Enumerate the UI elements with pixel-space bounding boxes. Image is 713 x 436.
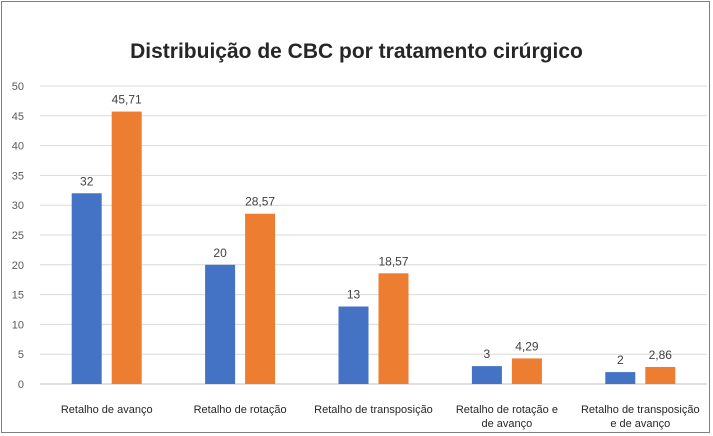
data-label: 4,29 — [515, 339, 539, 353]
y-tick-label: 45 — [12, 111, 24, 123]
y-tick-label: 15 — [12, 290, 24, 302]
y-tick-label: 20 — [12, 260, 24, 272]
x-tick-label: Retalho de transposição — [314, 404, 433, 416]
gridlines — [40, 85, 707, 385]
bar-series2 — [511, 358, 542, 384]
bar-series1 — [71, 193, 102, 384]
data-label: 2 — [617, 353, 624, 367]
y-tick-label: 30 — [12, 200, 24, 212]
bar-series1 — [338, 306, 369, 384]
x-axis-ticks: Retalho de avanço Retalho de rotação Retal… — [61, 404, 700, 430]
data-label: 32 — [80, 174, 94, 188]
x-tick-label: Retalho de rotação — [194, 404, 287, 416]
y-tick-label: 10 — [12, 319, 24, 331]
bar-series2 — [645, 366, 676, 384]
data-label: 3 — [484, 347, 491, 361]
x-tick-label: de avanço — [482, 418, 533, 430]
bar-series1 — [205, 264, 236, 384]
data-label: 45,71 — [112, 93, 142, 107]
bars — [71, 111, 676, 385]
y-tick-label: 5 — [18, 349, 24, 361]
chart-title: Distribuição de CBC por tratamento cirúr… — [130, 40, 583, 63]
y-tick-label: 0 — [18, 379, 24, 391]
bar-series1 — [471, 366, 502, 384]
x-tick-label: Retalho de avanço — [61, 404, 153, 416]
bar-series2 — [245, 213, 276, 384]
data-label: 28,57 — [245, 195, 275, 209]
data-label: 20 — [213, 246, 227, 260]
bar-series2 — [378, 273, 409, 384]
data-labels: 32 45,71 20 28,57 13 18,57 3 4,29 2 2,86 — [80, 93, 672, 368]
y-tick-label: 35 — [12, 170, 24, 182]
bar-series2 — [111, 111, 142, 385]
y-tick-label: 50 — [12, 81, 24, 93]
x-tick-label: Retalho de transposição — [581, 404, 700, 416]
bar-series1 — [605, 372, 636, 384]
x-tick-label: e de avanço — [610, 418, 670, 430]
data-label: 2,86 — [649, 348, 673, 362]
y-axis-ticks: 0 5 10 15 20 25 30 35 40 45 50 — [12, 81, 24, 391]
x-tick-label: Retalho de rotação e — [456, 404, 558, 416]
y-tick-label: 25 — [12, 230, 24, 242]
data-label: 18,57 — [378, 254, 408, 268]
y-tick-label: 40 — [12, 141, 24, 153]
data-label: 13 — [347, 288, 361, 302]
